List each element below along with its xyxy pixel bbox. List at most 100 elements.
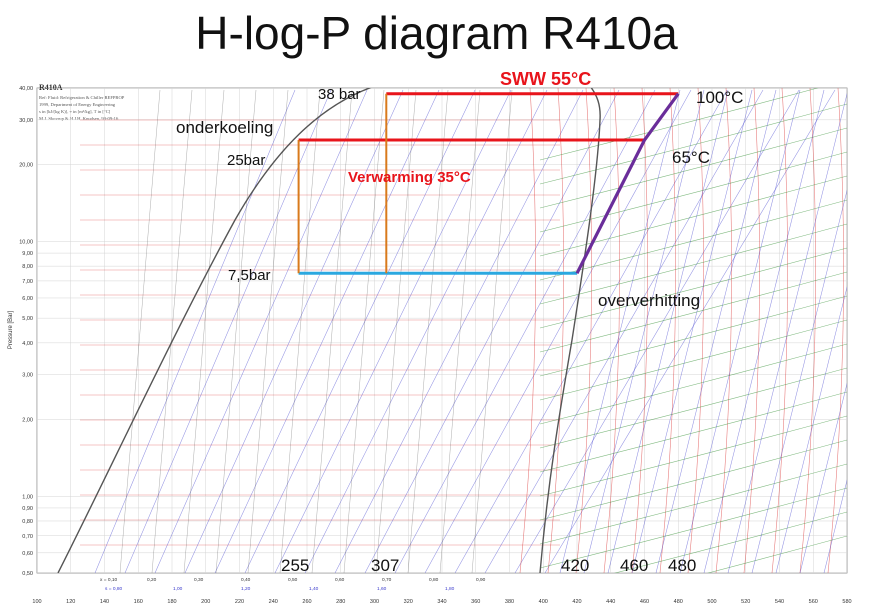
isentrope	[334, 89, 584, 573]
enthalpy-tick-label: 460	[640, 599, 649, 605]
label-h-420: 420	[561, 556, 589, 575]
isochore	[539, 127, 847, 209]
enthalpy-ticks: 100 120 140 160 180 200 220 240 260 280 300 320 340 3…	[32, 599, 851, 605]
label-sww-55: SWW 55°C	[500, 69, 591, 89]
isochore	[539, 343, 847, 425]
entropy-label: 1,00	[173, 586, 183, 592]
refrigeration-cycle	[297, 92, 680, 275]
enthalpy-tick-label: 300	[370, 599, 379, 605]
quality-line	[311, 89, 353, 573]
isentrope	[514, 89, 800, 573]
isentrope-superheated	[823, 479, 847, 573]
quality-label: 0,30	[194, 577, 204, 583]
quality-label: 0,70	[382, 577, 392, 583]
pressure-tick-label: 3,00	[22, 373, 33, 379]
pressure-tick-label: 0,50	[22, 571, 33, 577]
chart-header-line: M.J. Skovrup & H.J.H. Knudsen, 99-09-16	[39, 116, 119, 122]
chart-header-line: 1999, Department of Energy Engineering	[39, 102, 116, 108]
enthalpy-tick-label: 260	[302, 599, 311, 605]
pressure-tick-label: 30,00	[19, 118, 33, 124]
diagram-grid	[37, 88, 847, 573]
pressure-tick-label: 5,00	[22, 316, 33, 322]
pressure-tick-label: 6,00	[22, 296, 33, 302]
chart-header-name: R410A	[39, 83, 63, 92]
entropy-label: 1,80	[445, 586, 455, 592]
enthalpy-tick-label: 360	[471, 599, 480, 605]
entropy-label: s = 0,80	[105, 586, 123, 592]
isentrope	[364, 89, 620, 573]
quality-line	[439, 89, 481, 573]
pressure-ticks: 40,00 30,00 20,00 10,00 9,00 8,00 7,00 6,00 5,00…	[19, 86, 33, 577]
label-38-bar: 38 bar	[318, 86, 361, 103]
entropy-label: 1,60	[377, 586, 387, 592]
quality-line	[375, 89, 417, 573]
enthalpy-tick-label: 400	[539, 599, 548, 605]
quality-line	[119, 89, 161, 573]
isentrope-superheated	[799, 382, 847, 573]
isentrope	[154, 89, 368, 573]
isochore	[707, 535, 847, 573]
isentrope	[184, 89, 404, 573]
isochore	[539, 463, 847, 545]
isochore	[539, 295, 847, 377]
isentrope	[274, 89, 512, 573]
label-onderkoeling: onderkoeling	[176, 118, 273, 137]
isochore	[539, 439, 847, 521]
isentrope	[544, 89, 836, 573]
pressure-tick-label: 40,00	[19, 86, 33, 92]
enthalpy-tick-label: 320	[404, 599, 413, 605]
label-verwarming-35: Verwarming 35°C	[348, 169, 471, 186]
chart-header-info: Ref: Fluid: Refrigeration & Chiller REFP…	[39, 95, 125, 122]
label-h-460: 460	[620, 556, 648, 575]
enthalpy-tick-label: 240	[269, 599, 278, 605]
quality-label: 0,50	[288, 577, 298, 583]
entropy-label: 1,20	[241, 586, 251, 592]
chart-header-line: s in [kJ/(kg K)], v in [m³/kg], T in [°C…	[39, 109, 111, 115]
isotherm-superheated	[575, 88, 592, 573]
isochore	[539, 415, 847, 497]
diagram-isolines	[80, 88, 873, 573]
saturated-vapour-line	[539, 88, 601, 573]
enthalpy-tick-label: 560	[809, 599, 818, 605]
y-axis-label: Pressure [Bar]	[8, 311, 14, 350]
isentrope-superheated	[607, 89, 729, 573]
label-25bar: 25bar	[227, 152, 265, 169]
isentrope-superheated	[559, 89, 681, 573]
quality-label: x = 0,10	[100, 577, 118, 583]
isochore	[539, 199, 847, 281]
quality-label: 0,40	[241, 577, 251, 583]
enthalpy-tick-label: 160	[134, 599, 143, 605]
enthalpy-tick-label: 500	[707, 599, 716, 605]
pressure-tick-label: 8,00	[22, 264, 33, 270]
isotherm-superheated	[771, 88, 788, 573]
enthalpy-tick-label: 580	[842, 599, 851, 605]
isotherm-superheated	[715, 88, 732, 573]
enthalpy-tick-label: 220	[235, 599, 244, 605]
saturation-dome	[57, 88, 601, 573]
label-65c: 65°C	[672, 148, 710, 167]
isotherm-superheated	[631, 88, 648, 573]
isentrope-superheated	[583, 89, 705, 573]
enthalpy-tick-label: 100	[32, 599, 41, 605]
isotherm-superheated	[519, 88, 536, 573]
quality-label: 0,20	[147, 577, 157, 583]
page-title: H-log-P diagram R410a	[195, 7, 678, 59]
isentrope-superheated	[751, 189, 847, 573]
isentrope	[124, 89, 332, 573]
isochore	[539, 151, 847, 233]
saturated-liquid-line	[57, 88, 372, 573]
pressure-tick-label: 4,00	[22, 341, 33, 347]
isotherm-superheated	[799, 88, 816, 573]
pressure-tick-label: 0,80	[22, 519, 33, 525]
isentrope-superheated	[848, 90, 873, 573]
isochore	[539, 487, 847, 569]
isentrope	[304, 89, 548, 573]
enthalpy-tick-label: 140	[100, 599, 109, 605]
label-h-480: 480	[668, 556, 696, 575]
isochore	[539, 223, 847, 305]
label-h-307: 307	[371, 556, 399, 575]
enthalpy-tick-label: 120	[66, 599, 75, 605]
quality-label: 0,80	[429, 577, 439, 583]
pressure-tick-label: 20,00	[19, 163, 33, 169]
label-100c: 100°C	[696, 88, 743, 107]
